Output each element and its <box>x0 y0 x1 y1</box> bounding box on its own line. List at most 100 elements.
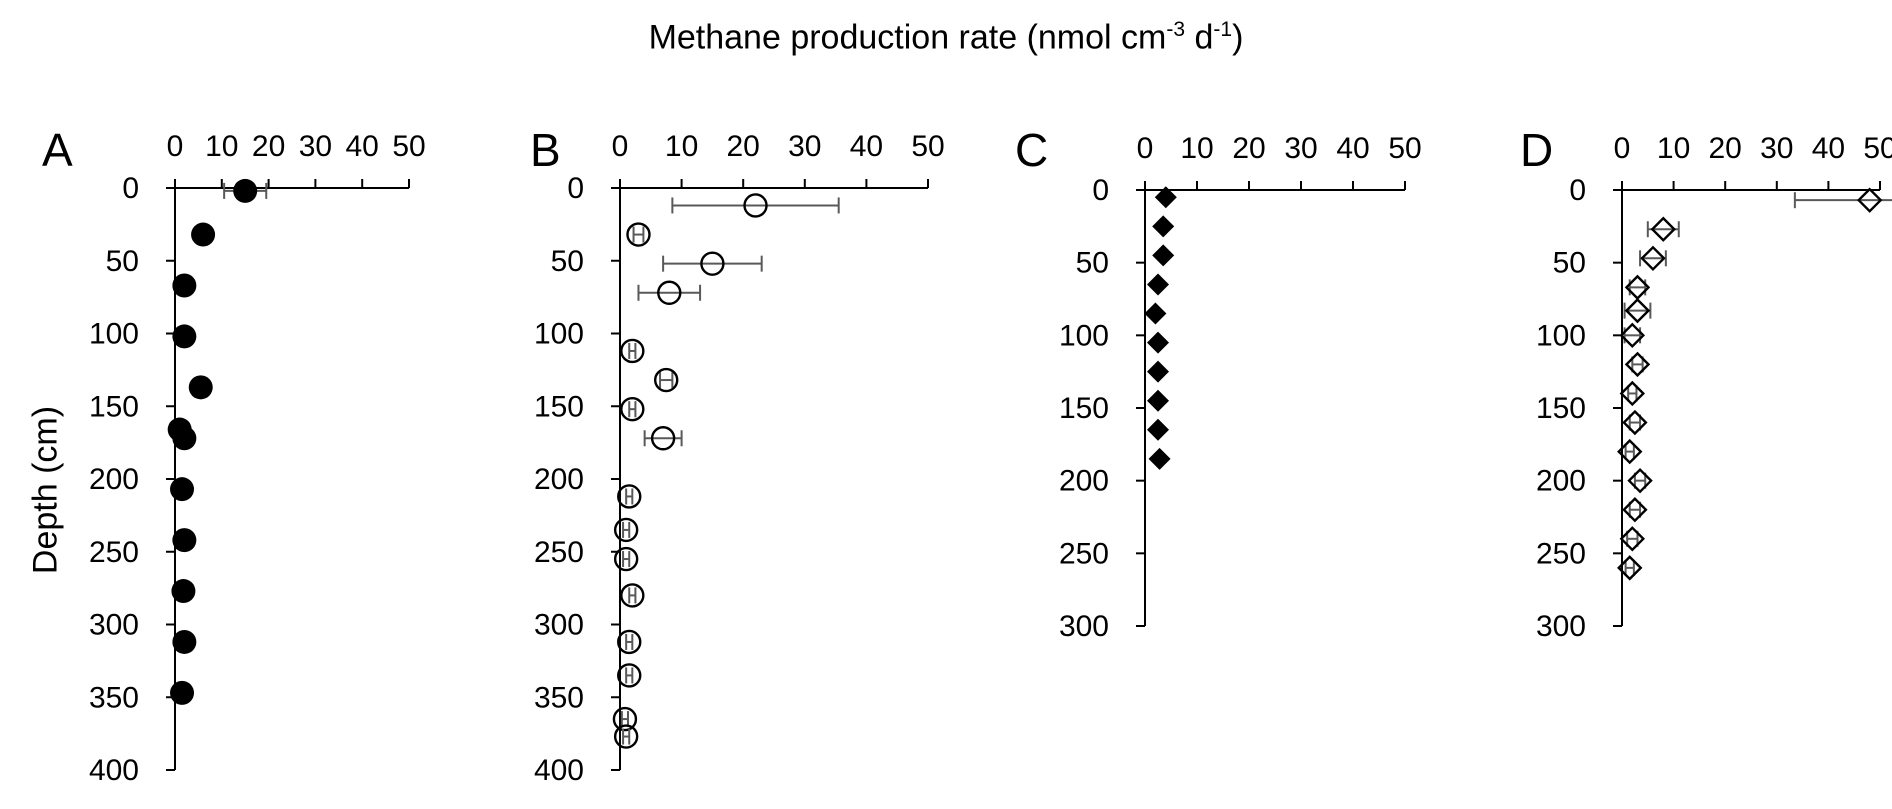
x-tick-label-b: 40 <box>850 130 883 163</box>
y-tick-label-a: 200 <box>89 463 139 496</box>
data-point-b <box>620 338 645 364</box>
y-tick-label-a: 150 <box>89 390 139 423</box>
data-point-d <box>1650 216 1676 242</box>
data-point-d <box>1617 438 1643 465</box>
data-point-b <box>650 426 676 451</box>
y-tick-label-a: 350 <box>89 681 139 714</box>
data-point-a <box>170 477 195 502</box>
x-tick-label-b: 10 <box>665 130 698 163</box>
data-point-c <box>1154 186 1177 209</box>
x-tick-label-d: 50 <box>1863 132 1892 165</box>
data-point-b <box>613 546 639 572</box>
x-tick-label-c: 0 <box>1137 132 1154 165</box>
figure-title-mid: d <box>1185 18 1214 57</box>
y-tick-label-a: 50 <box>106 245 139 278</box>
figure-title: Methane production rate (nmol cm-3 d-1) <box>0 18 1892 57</box>
data-point-b <box>613 517 639 543</box>
x-tick-label-b: 20 <box>727 130 760 163</box>
y-tick-label-c: 50 <box>1076 247 1109 280</box>
data-point-a <box>191 222 216 247</box>
panel-label-c: C <box>1015 124 1048 176</box>
x-tick-label-a: 30 <box>299 130 332 163</box>
y-tick-label-c: 300 <box>1059 610 1109 643</box>
y-tick-label-a: 400 <box>89 754 139 787</box>
y-tick-label-d: 50 <box>1553 247 1586 280</box>
x-tick-label-d: 10 <box>1657 132 1690 165</box>
data-point-b <box>700 251 725 276</box>
data-point-d <box>1619 322 1646 349</box>
figure-title-end: ) <box>1232 18 1244 57</box>
data-point-c <box>1147 389 1169 412</box>
y-tick-label-d: 300 <box>1536 610 1586 643</box>
data-point-c <box>1147 418 1169 441</box>
x-tick-label-c: 50 <box>1388 132 1421 165</box>
y-tick-label-b: 0 <box>567 172 584 205</box>
x-tick-label-a: 40 <box>346 130 379 163</box>
data-point-c <box>1152 215 1175 238</box>
x-tick-label-a: 50 <box>392 130 425 163</box>
data-point-d <box>1622 497 1648 523</box>
panel-label-d: D <box>1520 124 1553 176</box>
data-point-a <box>233 178 258 203</box>
y-tick-label-d: 200 <box>1536 465 1586 498</box>
x-tick-label-c: 10 <box>1180 132 1213 165</box>
y-tick-label-a: 250 <box>89 536 139 569</box>
x-tick-label-b: 30 <box>788 130 821 163</box>
x-tick-label-d: 30 <box>1760 132 1793 165</box>
x-tick-label-a: 10 <box>205 130 238 163</box>
y-tick-label-b: 300 <box>534 609 584 642</box>
data-point-c <box>1152 244 1175 267</box>
data-point-c <box>1147 360 1169 383</box>
data-point-d <box>1627 467 1653 494</box>
data-point-c <box>1147 331 1169 354</box>
data-point-d <box>1617 555 1643 581</box>
x-tick-label-c: 20 <box>1232 132 1265 165</box>
data-point-d <box>1856 187 1883 213</box>
data-point-a <box>172 426 197 451</box>
y-tick-label-b: 200 <box>534 463 584 496</box>
x-tick-label-d: 0 <box>1614 132 1631 165</box>
data-point-d <box>1622 409 1648 436</box>
x-tick-label-c: 40 <box>1336 132 1369 165</box>
x-tick-label-a: 0 <box>167 130 184 163</box>
data-point-b <box>626 222 651 247</box>
y-tick-label-b: 250 <box>534 536 584 569</box>
y-tick-label-c: 0 <box>1092 174 1109 207</box>
data-point-a <box>188 375 213 400</box>
y-tick-label-c: 150 <box>1059 392 1109 425</box>
y-tick-label-c: 100 <box>1059 319 1109 352</box>
data-point-c <box>1147 273 1169 296</box>
figure-title-sup1: -3 <box>1166 18 1186 41</box>
data-point-c <box>1148 447 1171 470</box>
panel-a: A 0 10 20 30 40 50 0 50 100 150 200 250 300 350 400 <box>42 124 426 787</box>
x-tick-label-b: 50 <box>911 130 944 163</box>
data-point-b <box>657 280 682 305</box>
data-point-b <box>743 193 768 218</box>
y-tick-label-d: 250 <box>1536 537 1586 570</box>
y-tick-label-d: 100 <box>1536 319 1586 352</box>
x-tick-label-d: 20 <box>1709 132 1742 165</box>
data-point-d <box>1619 380 1646 407</box>
panel-label-a: A <box>42 124 73 176</box>
y-tick-label-a: 100 <box>89 318 139 351</box>
y-tick-label-b: 350 <box>534 681 584 714</box>
panel-label-b: B <box>530 124 561 176</box>
y-tick-label-b: 400 <box>534 754 584 787</box>
data-point-b <box>617 629 642 655</box>
y-tick-label-d: 0 <box>1569 174 1586 207</box>
data-point-b <box>620 396 645 422</box>
x-tick-label-c: 30 <box>1284 132 1317 165</box>
y-tick-label-c: 200 <box>1059 465 1109 498</box>
data-point-a <box>172 528 197 553</box>
y-tick-label-c: 250 <box>1059 537 1109 570</box>
data-point-b <box>612 706 638 732</box>
data-point-d <box>1624 351 1651 378</box>
x-tick-label-b: 0 <box>612 130 629 163</box>
y-tick-label-d: 150 <box>1536 392 1586 425</box>
data-point-a <box>172 324 197 349</box>
x-tick-label-a: 20 <box>252 130 285 163</box>
